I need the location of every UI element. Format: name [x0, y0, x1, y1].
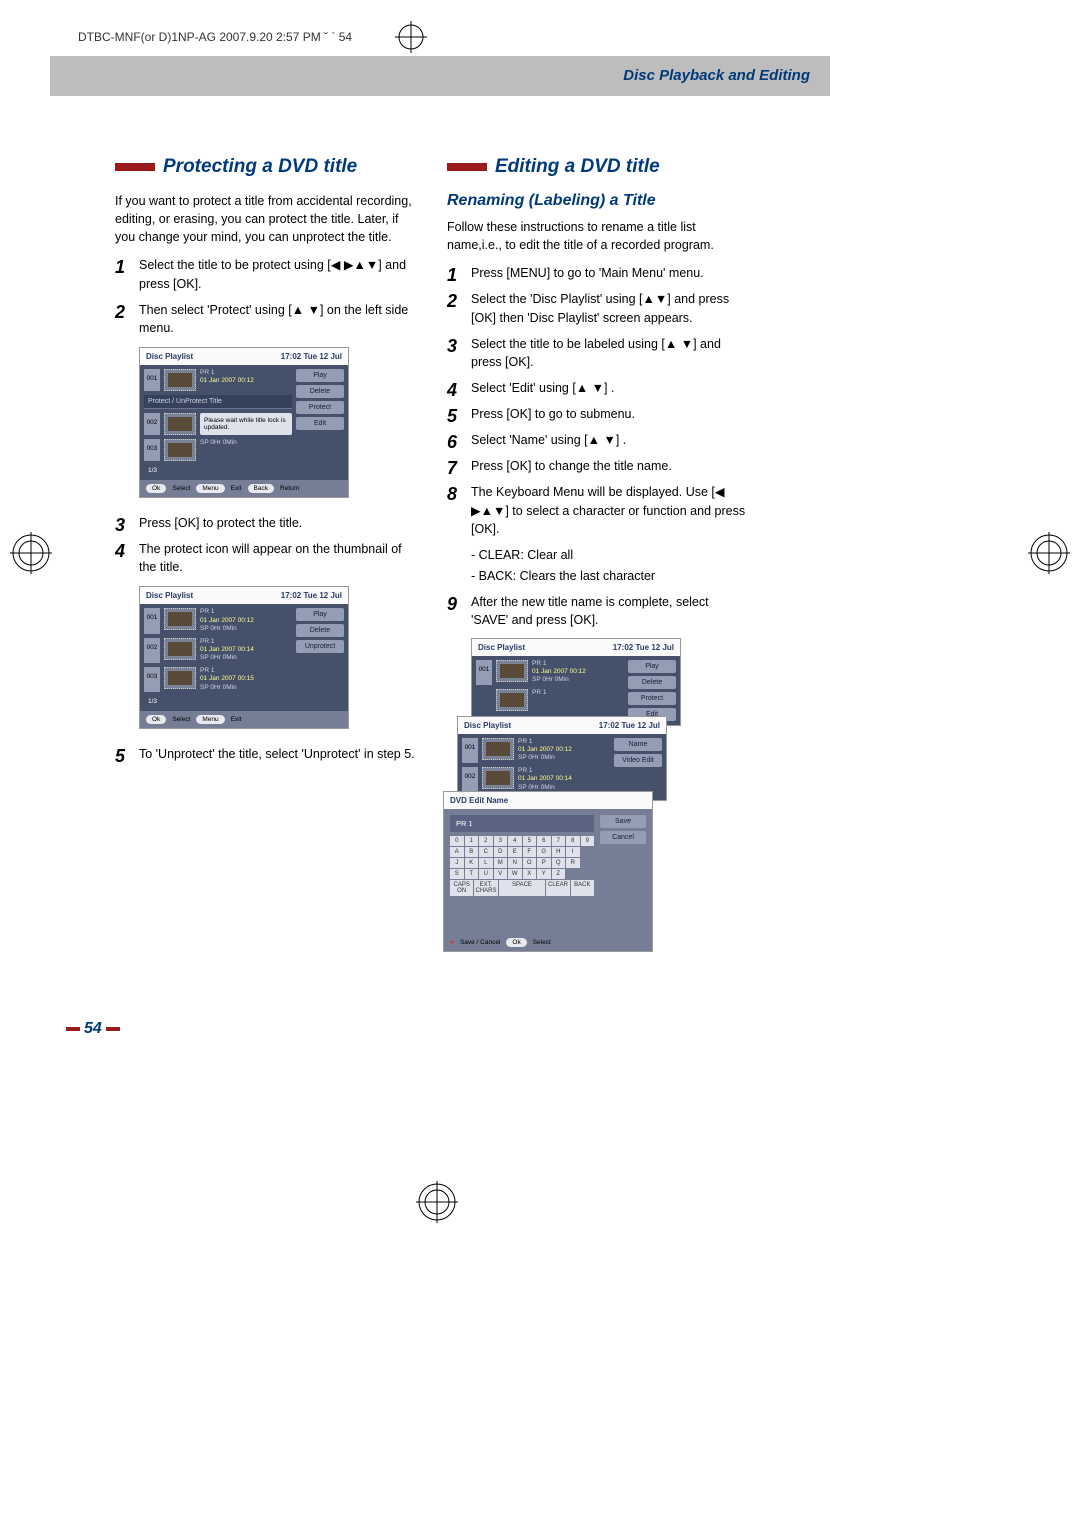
page-number: 54	[62, 1020, 124, 1038]
screenshot-edit-stack: Disc Playlist17:02 Tue 12 Jul 001PR 101 …	[471, 638, 681, 953]
shot1-foot-ok: Ok	[146, 484, 166, 493]
edit-step-3: 3Select the title to be labeled using [▲…	[447, 335, 747, 371]
crop-mark-left	[10, 532, 52, 579]
shot1-foot-select: Select	[172, 485, 190, 492]
shot1-btn-delete: Delete	[296, 385, 344, 398]
shot1-btn-edit: Edit	[296, 417, 344, 430]
subheading-rename: Renaming (Labeling) a Title	[447, 192, 747, 210]
shot1-btn-play: Play	[296, 369, 344, 382]
shot1-idx2: 002	[144, 413, 160, 435]
edit-step-6: 6Select 'Name' using [▲ ▼] .	[447, 431, 747, 449]
protect-step-3: 3Press [OK] to protect the title.	[115, 514, 415, 532]
edit-step-4: 4Select 'Edit' using [▲ ▼] .	[447, 379, 747, 397]
col-edit: Editing a DVD title Renaming (Labeling) …	[447, 156, 747, 952]
shot1-sp: SP 0Hr 0Min	[200, 439, 237, 447]
screenshot-protect-2: Disc Playlist 17:02 Tue 12 Jul 001 PR 10…	[139, 586, 349, 729]
shot1-foot-return: Return	[280, 485, 300, 492]
heading-protect: Protecting a DVD title	[115, 156, 415, 178]
shot1-title: Disc Playlist	[146, 352, 193, 361]
header-bar: Disc Playback and Editing	[50, 56, 830, 96]
crop-mark-right	[1028, 532, 1070, 579]
edit-step-1: 1Press [MENU] to go to 'Main Menu' menu.	[447, 264, 747, 282]
shot1-thumb2	[164, 413, 196, 435]
shot1-page: 1/3	[144, 465, 292, 476]
shot2-page: 1/3	[144, 696, 292, 707]
protect-step-4: 4The protect icon will appear on the thu…	[115, 540, 415, 576]
kbd-grid: 0123456789ABCDEFGHIJKLMNOPQRSTUVWXYZ	[450, 836, 594, 879]
shot1-idx1: 001	[144, 369, 160, 391]
edit-step-7: 7Press [OK] to change the title name.	[447, 457, 747, 475]
shot1-btn-protect: Protect	[296, 401, 344, 414]
edit-notes: - CLEAR: Clear all - BACK: Clears the la…	[471, 546, 747, 586]
shot2-time: 17:02 Tue 12 Jul	[281, 591, 342, 600]
edit-intro: Follow these instructions to rename a ti…	[447, 218, 747, 254]
shot1-popup: Please wait while title lock is updated.	[200, 413, 292, 435]
screenshot-protect-1: Disc Playlist 17:02 Tue 12 Jul 001 PR 1 …	[139, 347, 349, 498]
edit-step-8: 8The Keyboard Menu will be displayed. Us…	[447, 483, 747, 537]
heading-bar	[115, 163, 155, 171]
page: Disc Playback and Editing Protecting a D…	[50, 56, 830, 952]
heading-edit: Editing a DVD title	[447, 156, 747, 178]
protect-step-1: 1Select the title to be protect using [◀…	[115, 256, 415, 292]
kbd-input: PR 1	[450, 815, 594, 832]
shot1-thumb3	[164, 439, 196, 461]
protect-step-2: 2Then select 'Protect' using [▲ ▼] on th…	[115, 301, 415, 337]
edit-step-2: 2Select the 'Disc Playlist' using [▲▼] a…	[447, 290, 747, 326]
protect-intro: If you want to protect a title from acci…	[115, 192, 415, 246]
print-header: DTBC-MNF(or D)1NP-AG 2007.9.20 2:57 PM ˘…	[78, 30, 352, 44]
shot1-idx3: 003	[144, 439, 160, 461]
crop-mark-bottom	[416, 1181, 458, 1228]
shot1-foot-exit: Exit	[231, 485, 242, 492]
edit-step-5: 5Press [OK] to go to submenu.	[447, 405, 747, 423]
shot1-foot-menu: Menu	[196, 484, 224, 493]
shot1-thumb1	[164, 369, 196, 391]
shot1-foot-back: Back	[248, 484, 274, 493]
crop-mark-top	[395, 21, 427, 53]
edit-step-9: 9After the new title name is complete, s…	[447, 593, 747, 629]
heading-text: Protecting a DVD title	[163, 156, 357, 177]
shot2-title: Disc Playlist	[146, 591, 193, 600]
section-header: Disc Playback and Editing	[623, 67, 810, 84]
shot1-banner: Protect / UnProtect Title	[144, 395, 292, 409]
protect-step-5: 5To 'Unprotect' the title, select 'Unpro…	[115, 745, 415, 763]
shot1-time: 17:02 Tue 12 Jul	[281, 352, 342, 361]
col-protect: Protecting a DVD title If you want to pr…	[115, 156, 415, 952]
